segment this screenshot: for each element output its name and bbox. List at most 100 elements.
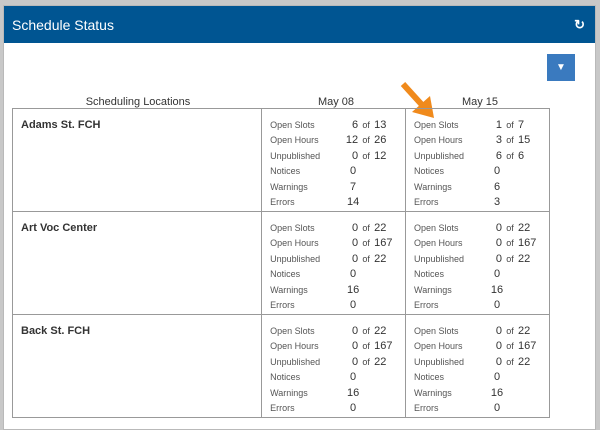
stat-value: 12: [345, 134, 359, 147]
of-label: of: [506, 150, 514, 161]
stat-label: Warnings: [414, 284, 452, 295]
stat-open-slots: Open Slots 0 of 22: [270, 323, 405, 339]
stat-label: Open Slots: [270, 119, 315, 130]
stat-label: Open Slots: [414, 325, 459, 336]
of-label: of: [506, 341, 514, 352]
of-label: of: [506, 222, 514, 233]
stat-label: Notices: [270, 372, 301, 383]
stat-value: 0: [350, 268, 357, 281]
stat-value: 0: [495, 221, 503, 234]
column-header-day-1: May 08: [317, 96, 355, 108]
stat-label: Unpublished: [414, 253, 465, 264]
stat-label: Unpublished: [414, 150, 465, 161]
stat-notices: Notices 0: [270, 164, 405, 180]
refresh-icon[interactable]: ↻: [574, 16, 585, 32]
of-label: of: [362, 356, 370, 367]
stat-label: Errors: [414, 300, 439, 311]
filter-button[interactable]: ▼: [547, 54, 575, 81]
stat-open-hours: Open Hours 0 of 167: [270, 339, 405, 355]
stat-value: 0: [350, 371, 357, 384]
stat-unpublished: Unpublished 0 of 22: [270, 251, 405, 267]
stat-label: Errors: [414, 403, 439, 414]
stat-errors: Errors 0: [414, 298, 549, 314]
stat-total: 22: [518, 324, 531, 337]
stat-value: 0: [351, 221, 359, 234]
stat-errors: Errors 14: [270, 195, 405, 211]
stat-value: 3: [493, 196, 501, 209]
stat-label: Errors: [270, 197, 295, 208]
table-row: Adams St. FCH Open Slots 6 of 13 Open Hours 12…: [11, 108, 550, 212]
stat-notices: Notices 0: [414, 267, 549, 283]
stat-label: Open Hours: [414, 135, 463, 146]
stat-value: 16: [490, 283, 504, 296]
day-cell: Open Slots 6 of 13 Open Hours 12 of 26 Unpublish…: [261, 108, 407, 212]
stat-label: Unpublished: [414, 356, 465, 367]
location-name[interactable]: Art Voc Center: [11, 211, 263, 315]
stat-value: 0: [351, 237, 359, 250]
stat-label: Open Slots: [414, 119, 459, 130]
table-row: Back St. FCH Open Slots 0 of 22 Open Hours 0 of…: [11, 314, 550, 418]
stat-total: 167: [374, 237, 393, 250]
stat-total: 22: [518, 252, 531, 265]
stat-errors: Errors 0: [270, 401, 405, 417]
stat-errors: Errors 0: [414, 401, 549, 417]
stat-total: 22: [374, 324, 387, 337]
stat-value: 0: [495, 237, 503, 250]
stat-label: Open Hours: [270, 238, 319, 249]
of-label: of: [506, 253, 514, 264]
stat-label: Warnings: [414, 387, 452, 398]
stat-unpublished: Unpublished 0 of 22: [414, 251, 549, 267]
of-label: of: [362, 238, 370, 249]
stat-label: Notices: [414, 166, 445, 177]
stat-notices: Notices 0: [414, 370, 549, 386]
stat-value: 0: [493, 371, 501, 384]
stat-label: Errors: [414, 197, 439, 208]
stat-label: Unpublished: [270, 356, 321, 367]
stat-value: 0: [350, 165, 357, 178]
stat-value: 0: [351, 324, 359, 337]
stat-open-hours: Open Hours 0 of 167: [270, 236, 405, 252]
stat-value: 0: [351, 252, 359, 265]
of-label: of: [506, 119, 514, 130]
filter-icon: ▼: [556, 62, 566, 73]
of-label: of: [362, 325, 370, 336]
stat-label: Errors: [270, 300, 295, 311]
stat-notices: Notices 0: [270, 267, 405, 283]
stat-value: 0: [351, 340, 359, 353]
stat-value: 3: [495, 134, 503, 147]
day-cell: Open Slots 0 of 22 Open Hours 0 of 167 Unpublish…: [261, 211, 407, 315]
stat-open-slots: Open Slots 0 of 22: [414, 323, 549, 339]
stat-errors: Errors 0: [270, 298, 405, 314]
stat-value: 1: [495, 118, 503, 131]
stat-total: 167: [374, 340, 393, 353]
stat-label: Notices: [270, 166, 301, 177]
stat-total: 22: [374, 355, 387, 368]
stat-value: 6: [495, 149, 503, 162]
stat-value: 7: [350, 180, 357, 193]
stat-warnings: Warnings 16: [270, 282, 405, 298]
panel-header: Schedule Status ↻: [4, 6, 595, 43]
of-label: of: [362, 341, 370, 352]
stat-open-slots: Open Slots 1 of 7: [414, 117, 549, 133]
stat-total: 22: [374, 252, 387, 265]
stat-open-slots: Open Slots 0 of 22: [414, 220, 549, 236]
location-name[interactable]: Back St. FCH: [11, 314, 263, 418]
table-row: Art Voc Center Open Slots 0 of 22 Open Hours 0…: [11, 211, 550, 315]
stat-unpublished: Unpublished 6 of 6: [414, 148, 549, 164]
stat-value: 0: [351, 149, 359, 162]
stat-total: 167: [518, 340, 537, 353]
stat-label: Open Slots: [270, 222, 315, 233]
location-name[interactable]: Adams St. FCH: [11, 108, 263, 212]
stat-notices: Notices 0: [414, 164, 549, 180]
schedule-table: Adams St. FCH Open Slots 6 of 13 Open Hours 12…: [11, 108, 550, 418]
stat-label: Open Hours: [270, 341, 319, 352]
stat-label: Open Hours: [414, 341, 463, 352]
stat-label: Unpublished: [270, 253, 321, 264]
stat-total: 22: [374, 221, 387, 234]
stat-value: 0: [493, 165, 501, 178]
stat-warnings: Warnings 16: [270, 385, 405, 401]
stat-warnings: Warnings 16: [414, 282, 549, 298]
stat-label: Warnings: [270, 387, 308, 398]
stat-open-hours: Open Hours 12 of 26: [270, 133, 405, 149]
of-label: of: [506, 135, 514, 146]
